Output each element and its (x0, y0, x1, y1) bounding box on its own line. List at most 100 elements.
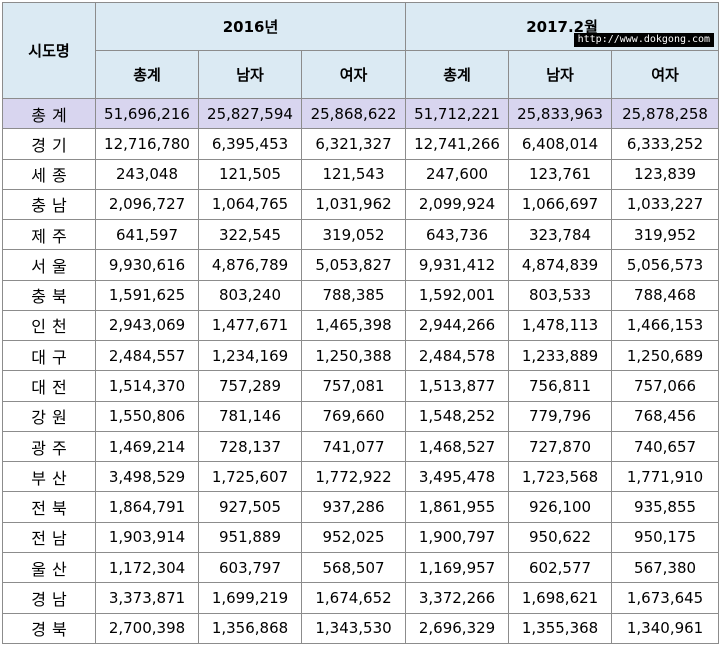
table-cell: 1,723,568 (508, 461, 613, 493)
table-cell: 1,234,169 (198, 340, 302, 372)
table-cell: 950,175 (611, 521, 720, 553)
table-cell: 2,944,266 (405, 309, 510, 342)
region-name: 울산 (2, 551, 96, 584)
table-cell: 768,456 (611, 400, 720, 432)
table-row: 총계 51,696,216 25,827,594 25,868,622 51,712,2… (2, 97, 720, 130)
table-cell: 3,498,529 (95, 461, 199, 493)
table-cell: 319,952 (611, 219, 720, 251)
table-cell: 12,716,780 (95, 128, 199, 160)
table-cell: 6,408,014 (508, 128, 613, 160)
table-row: 울산 1,172,304 603,797 568,507 1,169,957 602,57… (2, 551, 720, 584)
table-cell: 121,543 (300, 158, 407, 190)
table-cell: 1,172,304 (95, 551, 199, 584)
table-cell: 25,878,258 (611, 97, 720, 130)
watermark: http://www.dokgong.com (573, 33, 715, 47)
table-cell: 803,533 (508, 279, 613, 311)
table-cell: 1,250,388 (300, 340, 407, 372)
table-cell: 788,385 (300, 279, 407, 311)
table-cell: 1,592,001 (405, 279, 510, 311)
table-cell: 567,380 (611, 551, 720, 584)
table-cell: 1,861,955 (405, 491, 510, 523)
region-name: 대전 (2, 370, 96, 402)
table-cell: 2,096,727 (95, 188, 199, 221)
table-cell: 757,066 (611, 370, 720, 402)
table-cell: 1,343,530 (300, 612, 407, 645)
region-name: 전남 (2, 521, 96, 553)
table-cell: 319,052 (300, 219, 407, 251)
table-cell: 1,355,368 (508, 612, 613, 645)
table-cell: 937,286 (300, 491, 407, 523)
table-cell: 935,855 (611, 491, 720, 523)
table-cell: 740,657 (611, 430, 720, 463)
table-cell: 1,550,806 (95, 400, 199, 432)
region-name: 부산 (2, 461, 96, 493)
table-cell: 4,876,789 (198, 249, 302, 281)
table-cell: 1,771,910 (611, 461, 720, 493)
table-cell: 1,513,877 (405, 370, 510, 402)
subcol-male-2016: 남자 (198, 50, 302, 99)
table-cell: 25,868,622 (300, 97, 407, 130)
table-cell: 641,597 (95, 219, 199, 251)
table-cell: 779,796 (508, 400, 613, 432)
table-cell: 727,870 (508, 430, 613, 463)
table-row: 광주 1,469,214 728,137 741,077 1,468,527 727,87… (2, 430, 720, 463)
table-cell: 25,827,594 (198, 97, 302, 130)
table-cell: 9,930,616 (95, 249, 199, 281)
table-cell: 3,373,871 (95, 582, 199, 614)
table-row: 인천 2,943,069 1,477,671 1,465,398 2,944,266 1,… (2, 309, 720, 342)
table-cell: 1,031,962 (300, 188, 407, 221)
table-cell: 781,146 (198, 400, 302, 432)
table-cell: 1,033,227 (611, 188, 720, 221)
region-name: 경북 (2, 612, 96, 645)
table-cell: 2,696,329 (405, 612, 510, 645)
table-cell: 322,545 (198, 219, 302, 251)
table-cell: 6,321,327 (300, 128, 407, 160)
region-name: 총계 (2, 97, 96, 130)
table-row: 전남 1,903,914 951,889 952,025 1,900,797 950,62… (2, 521, 720, 553)
table-cell: 1,250,689 (611, 340, 720, 372)
table-row: 경북 2,700,398 1,356,868 1,343,530 2,696,329 1,… (2, 612, 720, 645)
header-row-years: 시도명 2016년 2017.2월 http://www.dokgong.com (2, 2, 720, 99)
table-cell: 728,137 (198, 430, 302, 463)
table-cell: 9,931,412 (405, 249, 510, 281)
table-cell: 1,699,219 (198, 582, 302, 614)
table-cell: 1,591,625 (95, 279, 199, 311)
table-row: 부산 3,498,529 1,725,607 1,772,922 3,495,478 1,… (2, 461, 720, 493)
table-cell: 12,741,266 (405, 128, 510, 160)
table-cell: 568,507 (300, 551, 407, 584)
table-row: 충북 1,591,625 803,240 788,385 1,592,001 803,53… (2, 279, 720, 311)
region-name: 전북 (2, 491, 96, 523)
table-cell: 1,725,607 (198, 461, 302, 493)
table-cell: 1,698,621 (508, 582, 613, 614)
subcol-total-2016: 총계 (95, 50, 199, 99)
region-name: 경남 (2, 582, 96, 614)
table-row: 전북 1,864,791 927,505 937,286 1,861,955 926,10… (2, 491, 720, 523)
region-name: 강원 (2, 400, 96, 432)
table-row: 대전 1,514,370 757,289 757,081 1,513,877 756,81… (2, 370, 720, 402)
region-name: 충북 (2, 279, 96, 311)
table-row: 세종 243,048 121,505 121,543 247,600 123,761 123… (2, 158, 720, 190)
table-cell: 121,505 (198, 158, 302, 190)
table-cell: 756,811 (508, 370, 613, 402)
table-cell: 2,484,557 (95, 340, 199, 372)
table-row: 대구 2,484,557 1,234,169 1,250,388 2,484,578 1,… (2, 340, 720, 372)
table-cell: 323,784 (508, 219, 613, 251)
subcol-male-2017: 남자 (508, 50, 613, 99)
table-cell: 5,053,827 (300, 249, 407, 281)
table-cell: 603,797 (198, 551, 302, 584)
region-name: 경기 (2, 128, 96, 160)
table-cell: 1,900,797 (405, 521, 510, 553)
table-cell: 51,696,216 (95, 97, 199, 130)
table-cell: 2,484,578 (405, 340, 510, 372)
table-cell: 1,468,527 (405, 430, 510, 463)
year-header-2016: 2016년 (94, 2, 407, 51)
table-cell: 247,600 (405, 158, 510, 190)
table-cell: 1,478,113 (508, 309, 613, 342)
table-cell: 1,466,153 (611, 309, 720, 342)
table-cell: 4,874,839 (508, 249, 613, 281)
region-name: 광주 (2, 430, 96, 463)
table-cell: 1,064,765 (198, 188, 302, 221)
table-row: 충남 2,096,727 1,064,765 1,031,962 2,099,924 1,… (2, 188, 720, 221)
region-name: 대구 (2, 340, 96, 372)
